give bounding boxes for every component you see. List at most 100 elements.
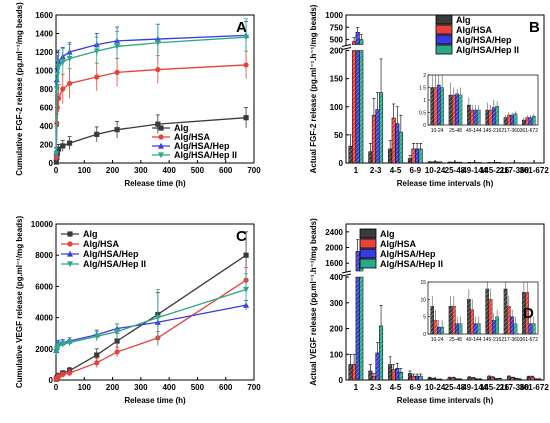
legend-marker-alg-hsa [158, 134, 164, 140]
bar-alg-hsa-hep-ii [438, 161, 443, 164]
inset-bar-alg [430, 306, 435, 335]
bar-alg-hsa-hep-ii [458, 378, 463, 381]
inset-x-tick-label: 217-360 [501, 337, 520, 343]
legend-label-alg-hsa-hep: Alg/HSA/Hep [456, 35, 512, 45]
inset-bar-alg-hsa [470, 109, 474, 126]
inset-bar-alg-hsa-hep [510, 316, 514, 335]
data-point [94, 131, 100, 137]
series-alg-hsa [53, 267, 249, 382]
inset-y-tick-label: 1 [423, 98, 426, 104]
bar-alg-hsa-upper [352, 41, 357, 45]
y-tick-label: 1600 [325, 259, 343, 268]
legend-label-alg-hsa-hep-ii: Alg/HSA/Hep II [174, 150, 237, 160]
y-tick-label: 400 [330, 273, 344, 282]
data-point [93, 48, 100, 55]
bar-alg-hsa-hep-ii [438, 379, 443, 381]
inset-bar-alg-hsa [433, 87, 438, 126]
inset-bar-alg-hsa-hep-ii [440, 326, 444, 335]
legend-swatch-alg-hsa [359, 238, 377, 249]
x-tick-label: 2-3 [370, 383, 382, 392]
bar-alg-hsa [371, 114, 376, 164]
y-tick-label: 100 [330, 350, 344, 359]
bar-alg-hsa-hep [454, 378, 459, 381]
data-point [66, 339, 73, 346]
legend-marker-alg-hsa-hep [67, 250, 73, 257]
legend-label-alg-hsa-hep: Alg/HSA/Hep [83, 249, 139, 259]
bar-alg-hsa [490, 377, 495, 381]
bar-alg [348, 145, 353, 164]
legend-label-alg-hsa: Alg/HSA [380, 239, 417, 249]
inset-bar-alg-hsa [488, 109, 493, 126]
bar-alg-hsa-hep-ii [379, 92, 384, 164]
inset-bar-alg-hsa-hep [455, 323, 459, 335]
bar-alg-hsa [431, 161, 436, 164]
legend-label-alg: Alg [456, 15, 471, 25]
legend-swatch-alg-hsa-hep-ii [359, 258, 377, 269]
legend-label-alg: Alg [83, 229, 98, 239]
inset-bar-alg-hsa-hep-ii [513, 113, 518, 126]
bar-alg-hsa [510, 377, 515, 381]
x-axis-title: Release time intervals (h) [397, 179, 494, 188]
series-line-alg-hsa-hep-ii [55, 36, 247, 154]
x-tick-label: 361-672 [519, 383, 549, 392]
data-point [243, 286, 250, 293]
axis-break-mark [341, 273, 352, 277]
bar-alg [407, 158, 412, 164]
bar-alg-hsa-hep [415, 148, 420, 164]
plot-frame [55, 223, 255, 381]
data-point [94, 74, 100, 80]
legend-label-alg-hsa-hep-ii: Alg/HSA/Hep II [456, 45, 519, 55]
inset-bar-alg-hsa-hep [437, 84, 441, 126]
bar-alg [368, 151, 373, 164]
y-tick-label: 0 [49, 159, 54, 168]
x-tick-label: 600 [219, 166, 233, 175]
bar-alg-hsa [451, 377, 456, 381]
data-point [55, 343, 62, 349]
bar-alg [407, 373, 412, 381]
inset-x-tick-label: 361-672 [520, 337, 539, 343]
plot-frame [345, 223, 545, 381]
axis-break-mask [342, 45, 352, 50]
legend-swatch-alg [435, 14, 453, 25]
bar-alg-hsa [391, 117, 396, 164]
y-axis-title: Cumulative FGF-2 release (pg.ml⁻¹/mg bea… [15, 2, 24, 176]
inset-bar-alg-hsa-hep-ii [458, 94, 463, 126]
y-axis-title: Cumulative VEGF release (pg.ml⁻¹/mg bead… [15, 216, 24, 389]
y-axis-title: Actual VEGF release (pg.ml⁻¹.h⁻¹/mg bead… [309, 218, 318, 386]
bar-alg-hsa [391, 369, 396, 381]
inset-bar-alg-hsa-hep-ii [458, 323, 463, 335]
inset-bar-alg-hsa-hep [528, 117, 533, 126]
data-point [114, 127, 120, 133]
bar-alg-hsa [352, 364, 357, 381]
legend-marker-alg-hsa [67, 241, 73, 247]
data-point [53, 151, 60, 157]
inset-bar-alg-hsa-hep-ii [531, 116, 536, 126]
y-tick-label: 4000 [35, 314, 53, 323]
data-point [114, 69, 120, 75]
panel-letter: C [236, 228, 247, 245]
axis-break-mark [341, 44, 352, 48]
inset-y-tick-label: 0 [423, 123, 426, 129]
bar-alg-hsa-hep [355, 276, 360, 381]
inset-bar-alg-hsa [452, 94, 456, 126]
bar-alg-hsa-hep [434, 161, 439, 164]
inset-bar-alg [448, 94, 453, 126]
x-tick-label: 361-672 [519, 166, 549, 175]
bar-alg [447, 162, 452, 164]
y-tick-label: 1400 [35, 30, 53, 39]
y-tick-label: 200 [40, 141, 54, 150]
inset-chart: 0 5 10 15 10-24 25-48 49-144 145-216 217-360 361-… [420, 280, 539, 343]
inset-bar-alg [503, 117, 508, 126]
data-point [243, 62, 249, 68]
x-tick-label: 6-9 [410, 166, 422, 175]
inset-x-tick-label: 217-360 [501, 128, 520, 134]
panel-a: 0 100 200 300 400 500 600 700 0 200 400 600 800 1000 1… [15, 2, 261, 188]
y-tick-label: 1600 [35, 11, 53, 20]
x-tick-label: 1 [354, 166, 359, 175]
inset-bar-alg-hsa-hep [455, 93, 459, 126]
data-point [155, 121, 161, 127]
inset-bar-alg [485, 288, 490, 335]
data-point [154, 315, 161, 321]
